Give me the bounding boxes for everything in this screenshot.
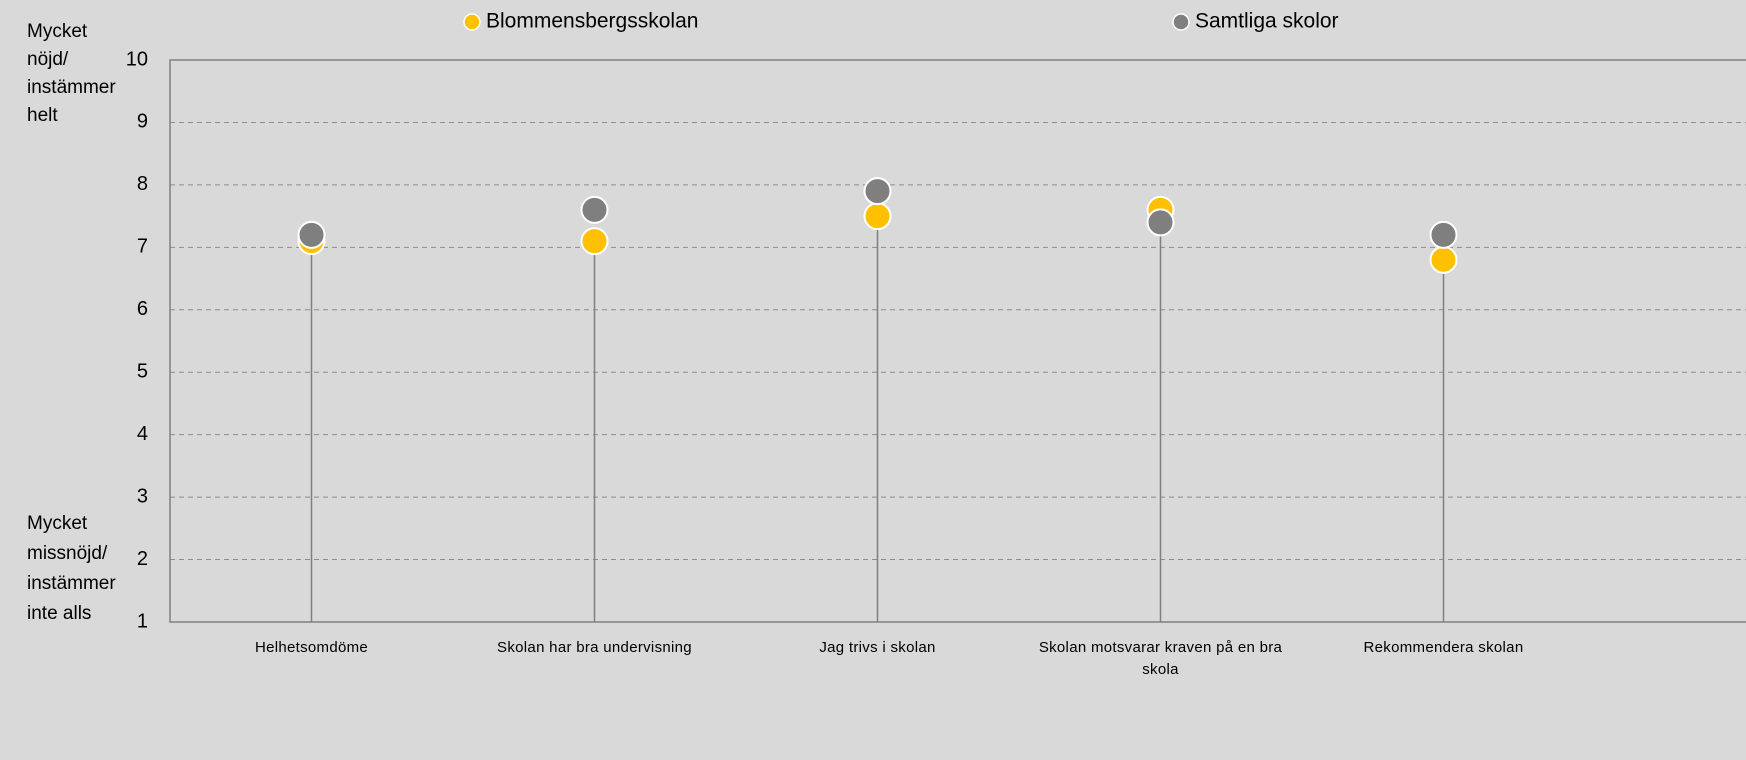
y-tick-label: 8 [137, 173, 148, 195]
y-tick-label: 5 [137, 361, 148, 383]
legend-label: Samtliga skolor [1195, 10, 1339, 33]
y-tick-label: 6 [137, 298, 148, 320]
x-tick-label: Helhetsomdöme [254, 639, 369, 656]
y-label-top: nöjd/ [27, 49, 69, 70]
y-tick-label: 10 [126, 48, 148, 70]
y-tick-label: 2 [137, 548, 148, 570]
y-label-bottom: inte alls [27, 603, 91, 624]
dot [1429, 245, 1458, 274]
plot-frame [169, 59, 1746, 623]
x-tick-label: Skolan har bra undervisning [497, 639, 692, 656]
y-label-bottom: missnöjd/ [27, 543, 108, 564]
legend-label: Blommensbergsskolan [486, 10, 698, 33]
y-tick-label: 9 [137, 111, 148, 133]
legend-marker [1172, 13, 1190, 31]
y-label-top: helt [27, 105, 58, 126]
dot [1429, 220, 1458, 249]
x-tick-label: Rekommendera skolan [1363, 639, 1524, 656]
dot [580, 227, 609, 256]
dot [580, 195, 609, 224]
y-label-top: Mycket [27, 21, 88, 42]
y-label-bottom: Mycket [27, 513, 88, 534]
y-tick-label: 1 [137, 610, 148, 632]
x-tick-label: Skolan motsvarar kraven på en bra skola [1038, 639, 1283, 678]
x-tick-label: Jag trivs i skolan [819, 639, 936, 656]
y-tick-label: 7 [137, 236, 148, 258]
dot [863, 177, 892, 206]
y-label-bottom: instämmer [27, 573, 116, 594]
legend-marker [463, 13, 481, 31]
y-label-top: instämmer [27, 77, 116, 98]
dot [297, 220, 326, 249]
y-tick-label: 3 [137, 485, 148, 507]
dot [1146, 208, 1175, 237]
dot [863, 202, 892, 231]
y-tick-label: 4 [137, 423, 148, 445]
